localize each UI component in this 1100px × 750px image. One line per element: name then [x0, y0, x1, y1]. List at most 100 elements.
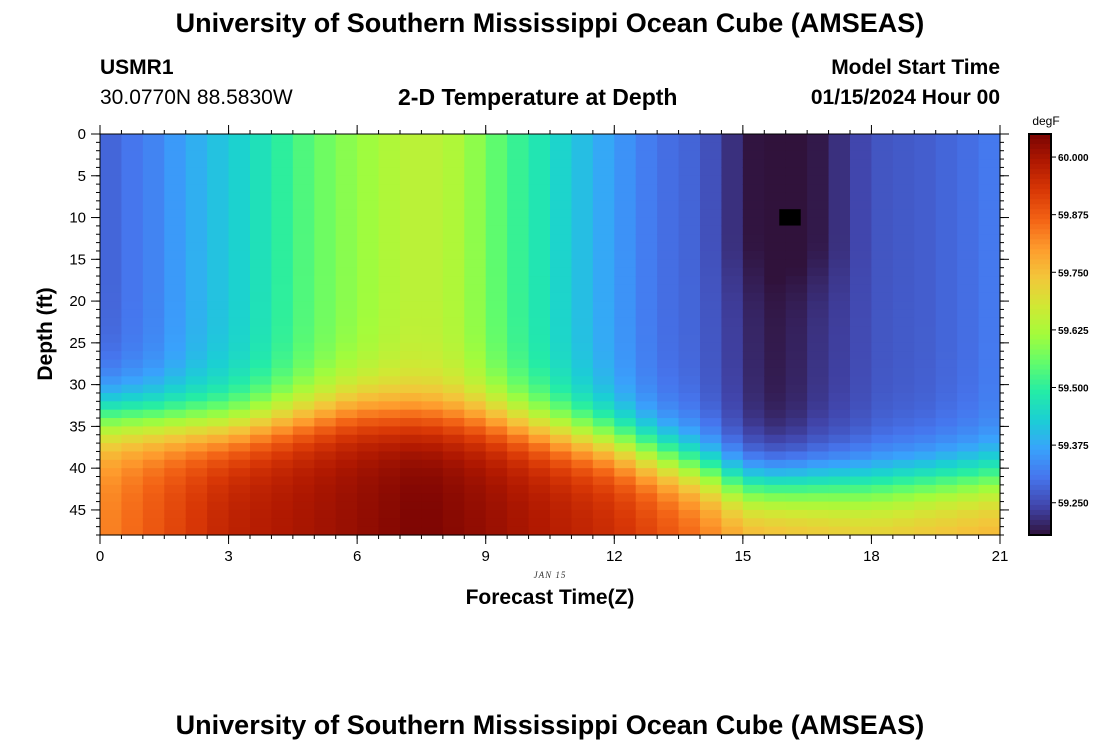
heatmap-cell — [785, 134, 808, 143]
heatmap-cell — [100, 209, 123, 219]
heatmap-cell — [100, 376, 123, 386]
colorbar-swatch — [1029, 159, 1051, 165]
heatmap-cell — [378, 217, 401, 227]
heatmap-cell — [121, 434, 144, 444]
heatmap-cell — [935, 234, 958, 244]
heatmap-cell — [785, 459, 808, 469]
heatmap-cell — [678, 276, 701, 285]
heatmap-cell — [185, 192, 208, 202]
heatmap-cell — [957, 334, 980, 344]
colorbar-swatch — [1029, 244, 1051, 250]
heatmap-cell — [507, 175, 530, 185]
heatmap-cell — [721, 401, 744, 411]
heatmap-cell — [742, 367, 765, 377]
heatmap-cell — [892, 250, 915, 260]
heatmap-cell — [678, 409, 701, 419]
heatmap-cell — [485, 493, 508, 503]
heatmap-cell — [678, 301, 701, 311]
heatmap-cell — [507, 209, 530, 219]
colorbar-swatch — [1029, 379, 1051, 386]
heatmap-cell — [742, 242, 765, 252]
heatmap-cell — [378, 476, 401, 486]
heatmap-cell — [957, 367, 980, 377]
heatmap-cell — [100, 359, 123, 369]
heatmap-cell — [935, 159, 958, 169]
heatmap-cell — [571, 451, 594, 461]
heatmap-cell — [764, 209, 787, 219]
heatmap-cell — [142, 259, 165, 269]
heatmap-cell — [335, 468, 358, 478]
heatmap-cell — [635, 342, 658, 352]
heatmap-cell — [807, 359, 830, 369]
heatmap-cell — [978, 326, 1001, 336]
heatmap-cell — [421, 351, 444, 361]
heatmap-cell — [828, 242, 851, 252]
heatmap-cell — [378, 493, 401, 503]
heatmap-cell — [592, 225, 615, 235]
heatmap-cell — [700, 476, 723, 486]
heatmap-cell — [614, 225, 637, 235]
colorbar-swatch — [1029, 224, 1051, 230]
heatmap-cell — [185, 234, 208, 244]
heatmap-cell — [507, 518, 530, 528]
heatmap-cell — [742, 468, 765, 478]
heatmap-cell — [207, 509, 230, 519]
heatmap-cell — [957, 175, 980, 185]
heatmap-cell — [935, 134, 958, 143]
heatmap-cell — [785, 242, 808, 252]
heatmap-cell — [635, 301, 658, 311]
heatmap-cell — [721, 359, 744, 369]
heatmap-cell — [142, 267, 165, 277]
heatmap-cell — [400, 484, 423, 494]
heatmap-cell — [357, 509, 380, 519]
heatmap-cell — [271, 192, 294, 202]
heatmap-cell — [614, 200, 637, 210]
heatmap-cell — [850, 292, 873, 302]
heatmap-cell — [228, 309, 251, 319]
heatmap-cell — [914, 434, 937, 444]
heatmap-cell — [228, 284, 251, 294]
heatmap-cell — [957, 401, 980, 411]
heatmap-cell — [764, 468, 787, 478]
heatmap-cell — [314, 434, 337, 444]
colorbar-swatch — [1029, 209, 1051, 215]
heatmap-cell — [400, 526, 423, 536]
heatmap-cell — [978, 501, 1001, 511]
heatmap-cell — [400, 284, 423, 294]
heatmap-cell — [807, 209, 830, 219]
heatmap-cell — [507, 317, 530, 327]
heatmap-cell — [657, 259, 680, 269]
heatmap-cell — [314, 192, 337, 202]
heatmap-cell — [592, 526, 615, 536]
heatmap-cell — [164, 434, 187, 444]
colorbar-swatch — [1029, 289, 1051, 295]
heatmap-cell — [164, 150, 187, 160]
heatmap-cell — [871, 518, 894, 528]
heatmap-cell — [185, 351, 208, 361]
heatmap-cell — [164, 426, 187, 436]
heatmap-cell — [228, 217, 251, 227]
heatmap-cell — [271, 509, 294, 519]
heatmap-cell — [678, 259, 701, 269]
heatmap-cell — [228, 384, 251, 394]
heatmap-cell — [142, 392, 165, 402]
heatmap-cell — [357, 384, 380, 394]
heatmap-cell — [528, 292, 551, 302]
heatmap-cell — [892, 259, 915, 269]
heatmap-cell — [914, 234, 937, 244]
heatmap-cell — [142, 200, 165, 210]
heatmap-cell — [185, 401, 208, 411]
heatmap-cell — [785, 509, 808, 519]
heatmap-cell — [442, 250, 465, 260]
heatmap-cell — [442, 409, 465, 419]
heatmap-cell — [185, 217, 208, 227]
heatmap-cell — [164, 209, 187, 219]
heatmap-cell — [421, 209, 444, 219]
heatmap-cell — [828, 376, 851, 386]
heatmap-cell — [721, 376, 744, 386]
heatmap-cell — [250, 309, 273, 319]
colorbar-tick-label: 59.875 — [1058, 211, 1089, 222]
heatmap-cell — [507, 434, 530, 444]
heatmap-cell — [850, 317, 873, 327]
heatmap-cell — [207, 309, 230, 319]
